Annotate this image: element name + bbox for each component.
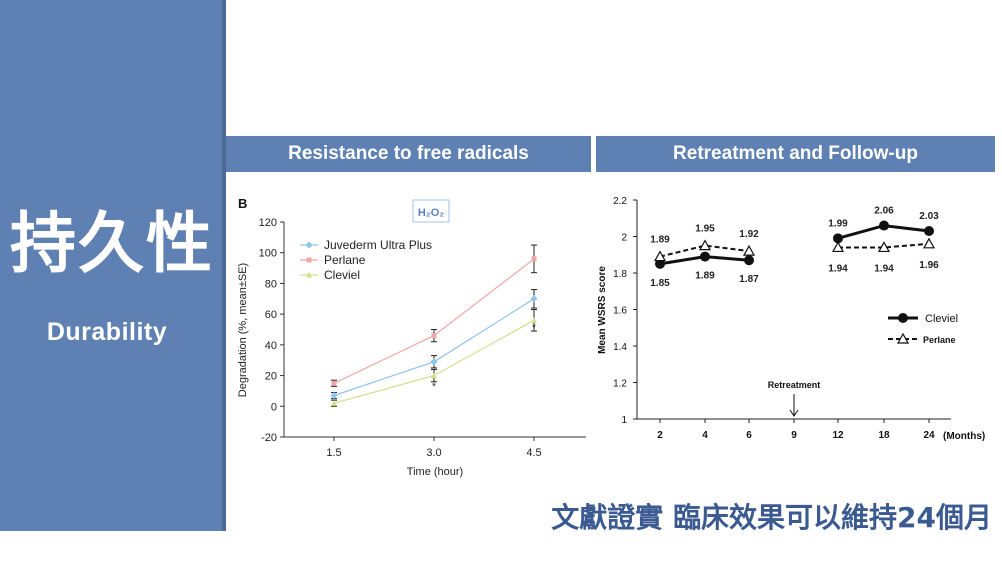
footer-caption: 文獻證實 臨床效果可以維持24個月 xyxy=(551,501,992,534)
banner-free-radicals: Resistance to free radicals xyxy=(226,136,591,172)
legend-cleviel-label: Cleviel xyxy=(925,313,958,325)
cleviel-value-label: 2.03 xyxy=(919,211,939,222)
retreatment-label: Retreatment xyxy=(768,380,821,390)
x-tick-label: 24 xyxy=(923,430,935,441)
data-point xyxy=(531,317,537,323)
perlane-line xyxy=(659,244,750,258)
y-axis-label: Degradation (%, mean±SE) xyxy=(237,263,249,397)
legend-label: Juvederm Ultra Plus xyxy=(324,238,432,252)
y-tick-label: 1.4 xyxy=(613,342,627,353)
y-tick-label: 40 xyxy=(265,340,277,352)
annotation-label: H₂O₂ xyxy=(418,207,444,219)
perlane-point xyxy=(831,241,845,253)
cleviel-point xyxy=(655,258,665,269)
legend-perlane-marker xyxy=(896,332,910,344)
cleviel-point xyxy=(744,255,754,266)
perlane-point xyxy=(742,244,756,256)
cleviel-point xyxy=(879,220,889,231)
y-tick-label: 1.6 xyxy=(613,306,627,317)
retreatment-arrowhead xyxy=(789,409,799,417)
degradation-chart: B H₂O₂ -20 0 20 40 60 80 100 120 1.5 3.0 4.5 Time (ho… xyxy=(237,196,586,478)
x-tick-label: 18 xyxy=(878,430,890,441)
perlane-value-label: 1.94 xyxy=(828,263,848,274)
perlane-value-label: 1.94 xyxy=(874,263,894,274)
y-tick-label: 2.2 xyxy=(613,196,627,207)
legend-cleviel-marker xyxy=(898,313,908,323)
y-tick-label: 1 xyxy=(621,415,627,426)
significance-mark: * xyxy=(432,382,436,393)
cleviel-point xyxy=(833,233,843,244)
data-point xyxy=(330,392,338,400)
y-tick-label: 60 xyxy=(265,309,277,321)
cleviel-value-label: 1.87 xyxy=(739,274,759,285)
sidebar-panel xyxy=(0,0,224,531)
perlane-value-label: 1.92 xyxy=(739,229,759,240)
perlane-point xyxy=(653,250,667,262)
legend-label: Cleviel xyxy=(324,268,360,282)
data-point xyxy=(331,400,337,406)
legend-marker xyxy=(306,257,312,263)
perlane-point xyxy=(877,241,891,253)
perlane-value-label: 1.95 xyxy=(695,224,715,235)
x-tick-label: 12 xyxy=(832,430,844,441)
x-tick-label: 2 xyxy=(657,430,663,441)
y-tick-label: 80 xyxy=(265,278,277,290)
x-tick-label: 3.0 xyxy=(426,447,441,459)
y-tick-label: -20 xyxy=(261,432,277,444)
y-tick-label: 20 xyxy=(265,371,277,383)
perlane-value-label: 1.96 xyxy=(919,260,939,271)
x-tick-label: 6 xyxy=(746,430,752,441)
perlane-value-label: 1.89 xyxy=(650,235,670,246)
legend-marker xyxy=(305,241,313,249)
data-point xyxy=(530,295,538,303)
y-tick-label: 120 xyxy=(259,217,277,229)
x-tick-label: 4.5 xyxy=(526,447,541,459)
data-point xyxy=(431,333,437,339)
x-tick-label: 1.5 xyxy=(326,447,341,459)
data-point xyxy=(331,380,337,386)
x-tick-label: 4 xyxy=(702,430,708,441)
x-axis-label: (Months) xyxy=(943,431,985,442)
y-tick-label: 2 xyxy=(621,233,627,244)
wsrs-chart: 11.21.41.61.822.22 4 6 9 12 18 24 (Months)Mean … xyxy=(597,196,985,442)
perlane-line xyxy=(838,242,930,249)
panel-label: B xyxy=(238,196,247,211)
sidebar-edge xyxy=(222,0,226,531)
slide-title-cjk: 持久性 xyxy=(10,205,214,282)
legend-label: Perlane xyxy=(324,253,366,267)
data-point xyxy=(430,358,438,366)
banner-retreatment: Retreatment and Follow-up xyxy=(596,136,995,172)
y-tick-label: 0 xyxy=(271,401,277,413)
perlane-point xyxy=(698,239,712,251)
data-point xyxy=(431,372,437,379)
y-axis-label: Mean WSRS score xyxy=(597,266,608,354)
x-axis-label: Time (hour) xyxy=(407,466,463,478)
legend-marker xyxy=(306,272,312,278)
cleviel-value-label: 1.89 xyxy=(695,271,715,282)
cleviel-point xyxy=(924,226,934,237)
perlane-point xyxy=(922,237,936,249)
y-tick-label: 1.2 xyxy=(613,379,627,390)
legend-perlane-label: Perlane xyxy=(923,335,956,345)
y-tick-label: 100 xyxy=(259,248,277,260)
data-point xyxy=(531,256,537,262)
cleviel-value-label: 2.06 xyxy=(874,206,894,217)
significance-mark: * xyxy=(532,322,536,333)
x-tick-label: 9 xyxy=(791,430,797,441)
cleviel-point xyxy=(700,251,710,262)
cleviel-value-label: 1.99 xyxy=(828,218,848,229)
slide-subtitle: Durability xyxy=(46,318,168,346)
cleviel-value-label: 1.85 xyxy=(650,278,670,289)
annotation-box xyxy=(412,199,450,223)
y-tick-label: 1.8 xyxy=(613,269,627,280)
